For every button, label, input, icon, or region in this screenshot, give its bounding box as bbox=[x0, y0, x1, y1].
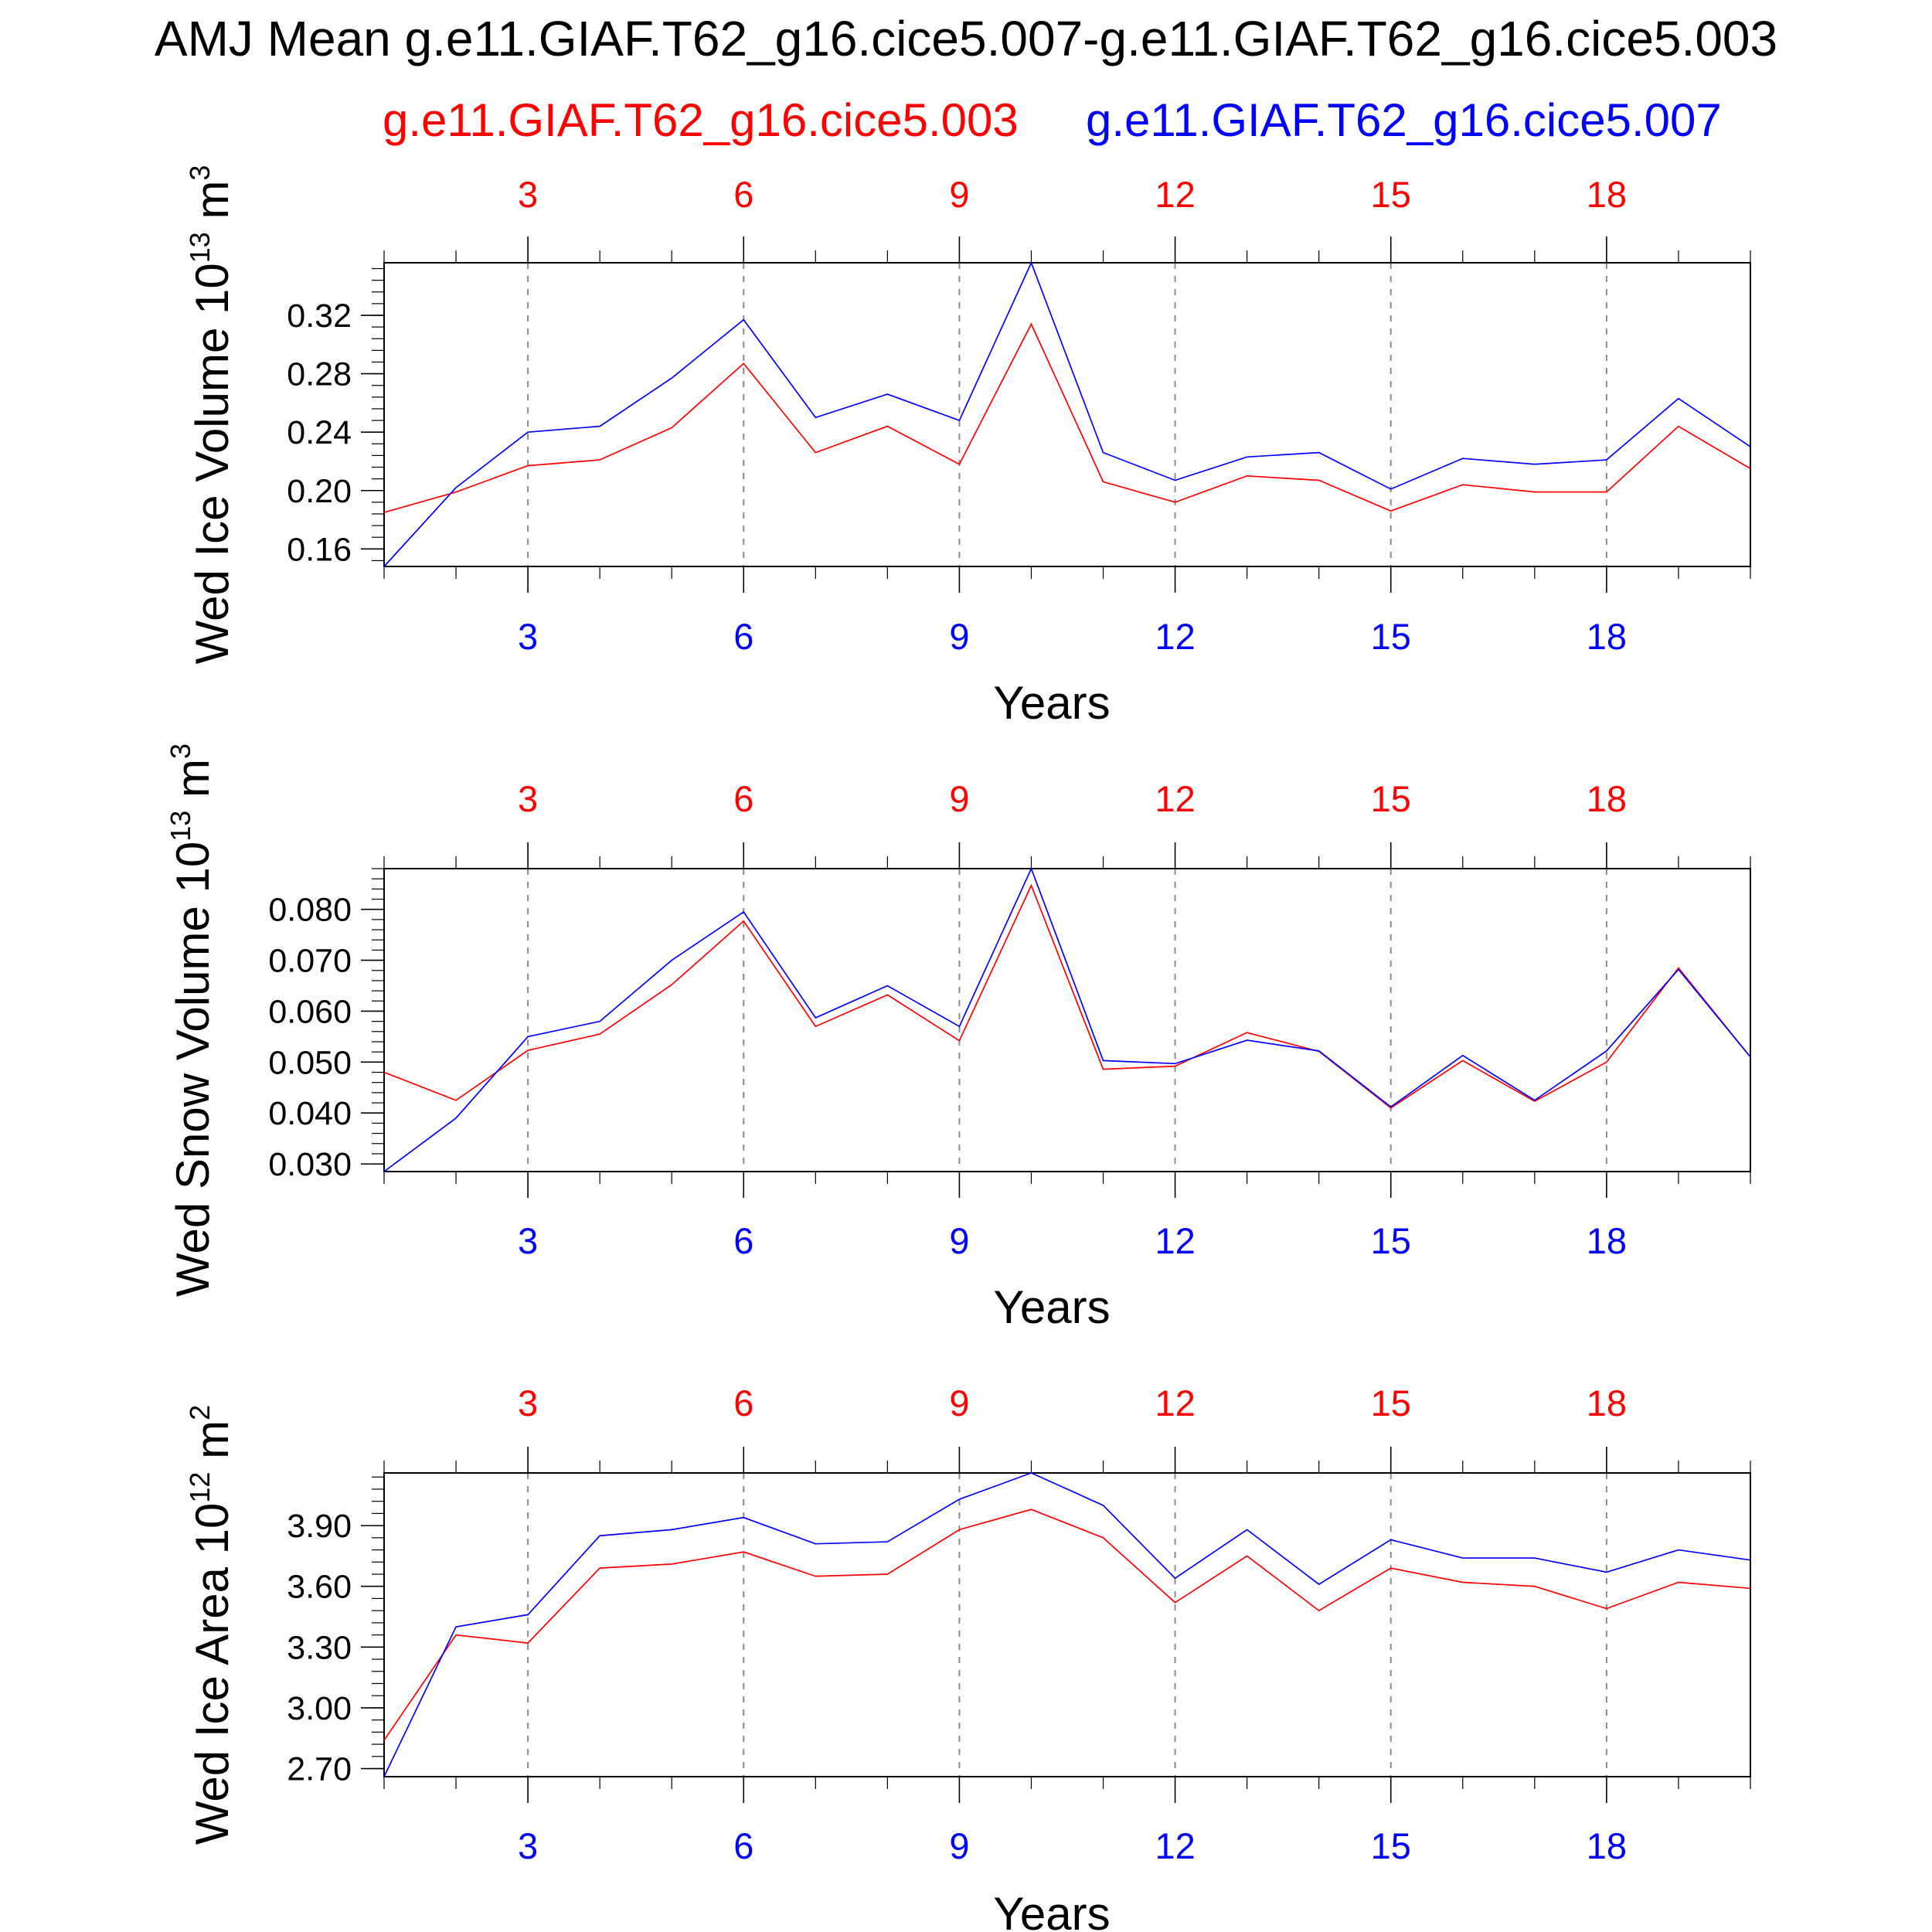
y-tick-label: 0.28 bbox=[287, 356, 352, 393]
figure-title: AMJ Mean g.e11.GIAF.T62_g16.cice5.007-g.… bbox=[155, 11, 1777, 66]
y-tick-label: 0.080 bbox=[268, 892, 352, 929]
y-tick-label: 0.060 bbox=[268, 993, 352, 1030]
y-axis-label-pow: 3 bbox=[184, 165, 216, 181]
x-tick-label-top: 3 bbox=[518, 174, 538, 215]
x-tick-label-top: 12 bbox=[1155, 174, 1195, 215]
x-tick-label-bottom: 6 bbox=[733, 1220, 753, 1261]
x-tick-label-top: 6 bbox=[733, 778, 753, 819]
x-tick-label-top: 9 bbox=[949, 778, 969, 819]
panel-3: 2.70 3.00 3.30 3.60 3.90 3 3 6 6 9 9 12 12 15 15 18 18 Ye… bbox=[184, 1383, 1751, 1932]
y-axis-label-exp: 13 bbox=[165, 811, 196, 842]
y-axis-label: Wed Ice Area 1012 m2 bbox=[184, 1405, 238, 1845]
x-tick-label-bottom: 15 bbox=[1371, 1220, 1411, 1261]
x-tick-label-bottom: 18 bbox=[1587, 1825, 1627, 1866]
x-tick-label-bottom: 3 bbox=[518, 616, 538, 657]
y-axis-label-main: Wed Snow Volume 10 bbox=[167, 842, 219, 1297]
y-tick-label: 0.040 bbox=[268, 1095, 352, 1132]
x-tick-label-top: 12 bbox=[1155, 1383, 1195, 1423]
x-tick-label-top: 18 bbox=[1587, 1383, 1627, 1423]
y-tick-label: 0.070 bbox=[268, 943, 352, 980]
y-tick-label: 3.30 bbox=[287, 1629, 352, 1666]
x-tick-label-bottom: 3 bbox=[518, 1825, 538, 1866]
plot-frame bbox=[383, 262, 1751, 567]
x-axis-label: Years bbox=[993, 677, 1110, 729]
x-tick-label-bottom: 9 bbox=[949, 1220, 969, 1261]
y-axis-label: Wed Ice Volume 1013 m3 bbox=[184, 165, 238, 665]
x-tick-label-top: 15 bbox=[1371, 174, 1411, 215]
panels: 0.16 0.20 0.24 0.28 0.32 3 3 6 6 9 9 12 12 15 15 18 18 Ye… bbox=[165, 165, 1751, 1932]
plot-frame bbox=[383, 868, 1751, 1172]
series-line-case1 bbox=[383, 883, 1751, 1109]
series-line-case2 bbox=[383, 866, 1751, 1172]
y-axis-label-unit: m bbox=[167, 759, 219, 811]
y-tick-label: 0.24 bbox=[287, 414, 352, 451]
series-line-case1 bbox=[383, 1509, 1751, 1741]
x-tick-label-bottom: 15 bbox=[1371, 616, 1411, 657]
y-tick-label: 2.70 bbox=[287, 1751, 352, 1788]
x-tick-label-top: 18 bbox=[1587, 174, 1627, 215]
x-tick-label-bottom: 15 bbox=[1371, 1825, 1411, 1866]
x-tick-label-top: 9 bbox=[949, 174, 969, 215]
x-tick-label-top: 9 bbox=[949, 1383, 969, 1423]
x-tick-label-bottom: 18 bbox=[1587, 1220, 1627, 1261]
y-axis-label-exp: 12 bbox=[184, 1472, 216, 1503]
y-tick-label: 0.16 bbox=[287, 531, 352, 568]
y-tick-label: 0.20 bbox=[287, 473, 352, 510]
x-tick-label-top: 15 bbox=[1371, 1383, 1411, 1423]
x-tick-label-bottom: 6 bbox=[733, 1825, 753, 1866]
x-tick-label-bottom: 3 bbox=[518, 1220, 538, 1261]
x-tick-label-bottom: 18 bbox=[1587, 616, 1627, 657]
x-tick-label-top: 18 bbox=[1587, 778, 1627, 819]
x-tick-label-bottom: 6 bbox=[733, 616, 753, 657]
panel-2: 0.030 0.040 0.050 0.060 0.070 0.080 3 3 6 6 9 9 12 12… bbox=[165, 743, 1751, 1333]
y-axis-label-main: Wed Ice Volume 10 bbox=[186, 263, 238, 664]
x-tick-label-bottom: 12 bbox=[1155, 616, 1195, 657]
y-tick-label: 0.050 bbox=[268, 1044, 352, 1081]
x-tick-label-top: 15 bbox=[1371, 778, 1411, 819]
y-tick-label: 3.60 bbox=[287, 1569, 352, 1606]
x-tick-label-bottom: 12 bbox=[1155, 1220, 1195, 1261]
y-axis-label: Wed Snow Volume 1013 m3 bbox=[165, 743, 219, 1297]
plot-frame bbox=[383, 1472, 1751, 1777]
series-line-case2 bbox=[383, 1472, 1751, 1777]
y-axis-label-exp: 13 bbox=[184, 232, 216, 263]
y-tick-label: 3.90 bbox=[287, 1508, 352, 1545]
x-tick-label-top: 6 bbox=[733, 174, 753, 215]
x-tick-label-top: 3 bbox=[518, 778, 538, 819]
x-axis-label: Years bbox=[993, 1888, 1110, 1932]
y-tick-label: 0.32 bbox=[287, 298, 352, 335]
x-tick-label-top: 12 bbox=[1155, 778, 1195, 819]
x-tick-label-bottom: 9 bbox=[949, 1825, 969, 1866]
x-tick-label-bottom: 12 bbox=[1155, 1825, 1195, 1866]
x-tick-label-bottom: 9 bbox=[949, 616, 969, 657]
x-tick-label-top: 3 bbox=[518, 1383, 538, 1423]
y-tick-label: 0.030 bbox=[268, 1146, 352, 1183]
y-axis-label-unit: m bbox=[186, 1420, 238, 1472]
x-axis-label: Years bbox=[993, 1281, 1110, 1333]
y-axis-label-pow: 2 bbox=[184, 1405, 216, 1420]
series-line-case2 bbox=[383, 260, 1751, 567]
y-axis-label-main: Wed Ice Area 10 bbox=[186, 1503, 238, 1845]
y-axis-label-pow: 3 bbox=[165, 743, 196, 759]
legend-case2: g.e11.GIAF.T62_g16.cice5.007 bbox=[1086, 94, 1722, 146]
series-line-case1 bbox=[383, 322, 1751, 513]
y-axis-label-unit: m bbox=[186, 181, 238, 233]
y-tick-label: 3.00 bbox=[287, 1690, 352, 1727]
legend-case1: g.e11.GIAF.T62_g16.cice5.003 bbox=[383, 94, 1019, 146]
panel-1: 0.16 0.20 0.24 0.28 0.32 3 3 6 6 9 9 12 12 15 15 18 18 Ye… bbox=[184, 165, 1751, 729]
x-tick-label-top: 6 bbox=[733, 1383, 753, 1423]
